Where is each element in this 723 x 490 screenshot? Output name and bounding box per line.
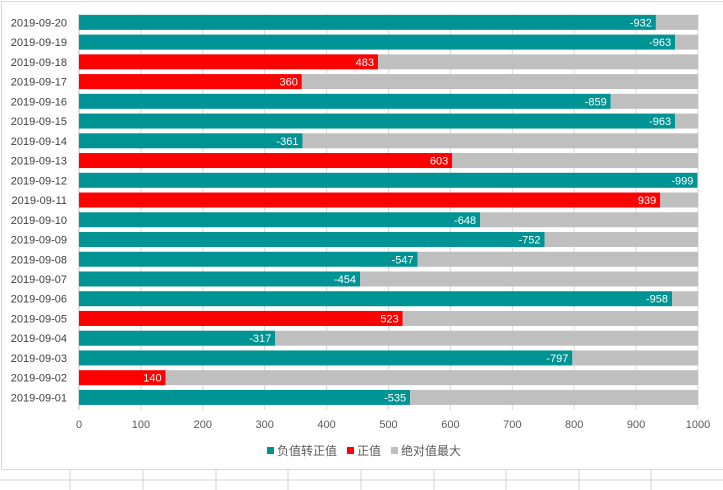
data-label: -752 (518, 235, 540, 247)
bar-positive (79, 192, 661, 208)
bar-max-abs-remainder (402, 310, 698, 326)
category-label: 2019-09-11 (12, 195, 67, 207)
category-label: 2019-09-09 (11, 235, 67, 247)
bar-max-abs-remainder (544, 232, 698, 248)
data-label: 140 (143, 373, 161, 385)
x-tick-label: 900 (627, 419, 645, 431)
bar-negative-to-positive (79, 232, 545, 248)
bar-positive (79, 74, 302, 90)
x-tick-label: 500 (379, 419, 397, 431)
data-label: 523 (380, 313, 398, 325)
data-label: -547 (392, 254, 414, 266)
bar-max-abs-remainder (302, 133, 698, 149)
bar-max-abs-remainder (672, 291, 698, 307)
category-label: 2019-09-04 (11, 333, 67, 345)
bar-max-abs-remainder (660, 192, 698, 208)
bar-max-abs-remainder (480, 212, 698, 228)
bar-max-abs-remainder (360, 271, 698, 287)
category-label: 2019-09-17 (11, 77, 67, 89)
legend-label: 正值 (357, 443, 381, 458)
category-label: 2019-09-12 (11, 175, 67, 187)
data-label: -535 (384, 392, 406, 404)
bar-negative-to-positive (79, 93, 611, 109)
bar-negative-to-positive (79, 113, 676, 129)
x-tick-label: 400 (317, 419, 335, 431)
data-label: -859 (585, 96, 607, 108)
category-label: 2019-09-08 (11, 254, 67, 266)
category-label: 2019-09-03 (11, 353, 67, 365)
data-label: -932 (630, 17, 652, 29)
data-label: 603 (430, 156, 448, 168)
category-label: 2019-09-16 (11, 96, 67, 108)
x-tick-label: 700 (503, 419, 521, 431)
bar-negative-to-positive (79, 34, 676, 50)
bar-max-abs-remainder (697, 172, 698, 188)
data-label: -963 (649, 37, 671, 49)
bar-negative-to-positive (79, 271, 361, 287)
legend-swatch (267, 447, 274, 454)
data-label: 483 (356, 57, 374, 69)
data-label: -648 (454, 215, 476, 227)
bar-max-abs-remainder (377, 54, 698, 70)
x-tick-label: 100 (132, 419, 150, 431)
bar-max-abs-remainder (417, 251, 698, 267)
bar-max-abs-remainder (275, 330, 698, 346)
category-label: 2019-09-01 (11, 392, 67, 404)
bar-max-abs-remainder (165, 370, 698, 386)
data-label: -361 (276, 136, 298, 148)
bar-negative-to-positive (79, 350, 573, 366)
data-label: -797 (546, 353, 568, 365)
bar-max-abs-remainder (452, 153, 698, 169)
bar-max-abs-remainder (675, 34, 698, 50)
data-label: 360 (279, 77, 297, 89)
bar-positive (79, 54, 378, 70)
data-label: -958 (646, 294, 668, 306)
bar-negative-to-positive (79, 14, 656, 30)
legend-swatch (391, 447, 398, 454)
x-tick-label: 0 (76, 419, 82, 431)
x-tick-label: 300 (256, 419, 274, 431)
category-label: 2019-09-02 (11, 373, 67, 385)
x-tick-label: 200 (194, 419, 212, 431)
data-label: 939 (638, 195, 656, 207)
category-label: 2019-09-18 (11, 57, 67, 69)
legend-label: 绝对值最大 (401, 443, 461, 458)
bar-max-abs-remainder (610, 93, 698, 109)
bar-positive (79, 310, 403, 326)
bar-max-abs-remainder (655, 14, 698, 30)
data-label: -454 (334, 274, 356, 286)
bar-negative-to-positive (79, 389, 411, 405)
bar-positive (79, 370, 166, 386)
bar-negative-to-positive (79, 172, 698, 188)
category-label: 2019-09-05 (11, 313, 67, 325)
category-label: 2019-09-15 (11, 116, 67, 128)
bar-max-abs-remainder (410, 389, 698, 405)
legend-label: 负值转正值 (277, 443, 337, 458)
data-label: -317 (249, 333, 271, 345)
bar-negative-to-positive (79, 291, 673, 307)
bar-negative-to-positive (79, 212, 481, 228)
data-label: -999 (671, 175, 693, 187)
bar-positive (79, 153, 453, 169)
data-label: -963 (649, 116, 671, 128)
category-label: 2019-09-07 (11, 274, 67, 286)
bar-negative-to-positive (79, 133, 303, 149)
x-tick-label: 800 (565, 419, 583, 431)
legend-swatch (347, 447, 354, 454)
category-label: 2019-09-19 (11, 37, 67, 49)
category-label: 2019-09-06 (11, 294, 67, 306)
bar-max-abs-remainder (301, 74, 698, 90)
bar-max-abs-remainder (572, 350, 698, 366)
category-label: 2019-09-10 (11, 215, 67, 227)
bar-negative-to-positive (79, 330, 276, 346)
category-label: 2019-09-14 (11, 136, 67, 148)
category-label: 2019-09-13 (11, 156, 67, 168)
x-tick-label: 600 (441, 419, 459, 431)
x-tick-label: 1000 (686, 419, 710, 431)
bar-max-abs-remainder (675, 113, 698, 129)
bar-negative-to-positive (79, 251, 418, 267)
category-label: 2019-09-20 (11, 17, 67, 29)
